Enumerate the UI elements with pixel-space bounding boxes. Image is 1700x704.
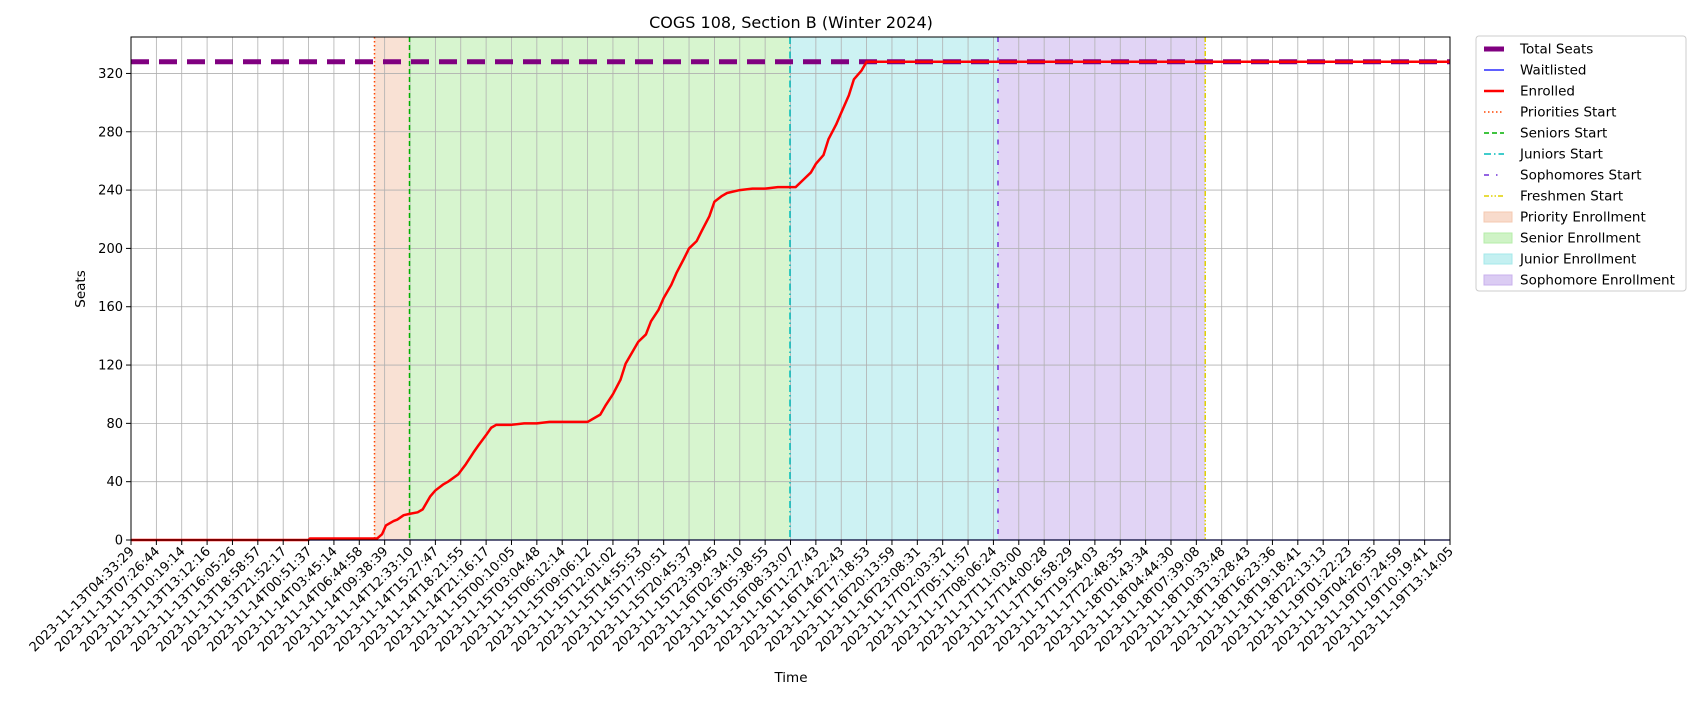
legend-item-juniors-start: Juniors Start xyxy=(1484,147,1603,163)
series-enrolled xyxy=(131,60,1450,542)
chart-title: COGS 108, Section B (Winter 2024) xyxy=(649,13,933,32)
legend-swatch-sophomore-enrollment xyxy=(1483,274,1513,286)
legend-frame xyxy=(1475,35,1687,292)
legend: Total Seats Waitlisted Enrolled Prioriti… xyxy=(1475,35,1687,292)
y-axis-label: Seats xyxy=(73,270,89,307)
y-tick-label: 320 xyxy=(98,67,123,82)
legend-item-priority-enrollment: Priority Enrollment xyxy=(1483,210,1646,226)
legend-label-total-seats: Total Seats xyxy=(1519,42,1593,58)
region-senior-enrollment xyxy=(409,37,790,540)
y-tick-label: 80 xyxy=(106,417,123,432)
legend-label-priorities-start: Priorities Start xyxy=(1520,105,1616,121)
x-axis-label: Time xyxy=(773,670,807,686)
legend-label-sophomore-enrollment: Sophomore Enrollment xyxy=(1520,273,1675,289)
legend-item-sophomores-start: Sophomores Start xyxy=(1484,168,1642,184)
legend-item-total-seats: Total Seats xyxy=(1484,42,1593,58)
legend-swatch-junior-enrollment xyxy=(1483,253,1513,265)
legend-label-junior-enrollment: Junior Enrollment xyxy=(1519,252,1636,268)
y-ticks: 0 40 80 120 160 200 240 280 320 xyxy=(98,67,131,549)
region-junior-enrollment xyxy=(789,37,998,540)
y-tick-label: 0 xyxy=(115,534,123,549)
legend-item-priorities-start: Priorities Start xyxy=(1484,105,1616,121)
legend-label-freshmen-start: Freshmen Start xyxy=(1520,189,1623,205)
y-tick-label: 200 xyxy=(98,242,123,257)
region-sophomore-enrollment xyxy=(997,37,1206,540)
legend-item-waitlisted: Waitlisted xyxy=(1484,63,1587,79)
legend-item-seniors-start: Seniors Start xyxy=(1484,126,1607,142)
legend-label-seniors-start: Seniors Start xyxy=(1520,126,1607,142)
legend-label-sophomores-start: Sophomores Start xyxy=(1520,168,1642,184)
region-priority-enrollment xyxy=(374,37,410,540)
y-tick-label: 160 xyxy=(98,300,123,315)
legend-label-enrolled: Enrolled xyxy=(1520,84,1575,100)
legend-label-waitlisted: Waitlisted xyxy=(1520,63,1587,79)
legend-label-juniors-start: Juniors Start xyxy=(1519,147,1603,163)
y-tick-label: 40 xyxy=(106,475,123,490)
y-tick-label: 240 xyxy=(98,184,123,199)
legend-swatch-senior-enrollment xyxy=(1483,232,1513,244)
legend-item-enrolled: Enrolled xyxy=(1484,84,1575,100)
legend-label-priority-enrollment: Priority Enrollment xyxy=(1520,210,1646,226)
legend-item-junior-enrollment: Junior Enrollment xyxy=(1483,252,1636,268)
legend-item-senior-enrollment: Senior Enrollment xyxy=(1483,231,1641,247)
y-tick-label: 120 xyxy=(98,359,123,374)
legend-swatch-priority-enrollment xyxy=(1483,211,1513,223)
legend-item-freshmen-start: Freshmen Start xyxy=(1484,189,1623,205)
y-tick-label: 280 xyxy=(98,125,123,140)
phase-start-lines xyxy=(373,37,1206,540)
x-ticks: 2023-11-13T04:33:292023-11-13T07:26:4420… xyxy=(27,540,1457,655)
legend-label-senior-enrollment: Senior Enrollment xyxy=(1520,231,1641,247)
legend-item-sophomore-enrollment: Sophomore Enrollment xyxy=(1483,273,1675,289)
